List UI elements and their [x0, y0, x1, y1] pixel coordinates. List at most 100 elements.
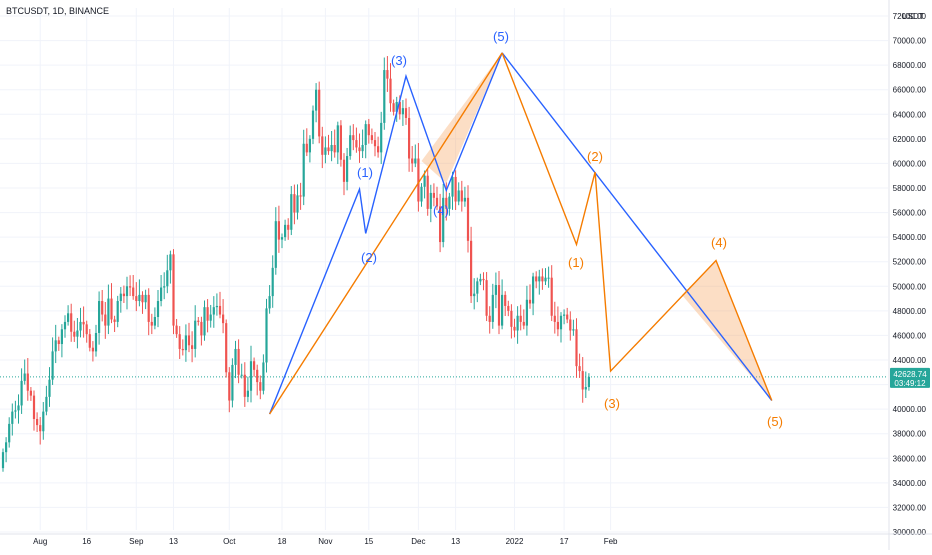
candle-body [541, 276, 544, 282]
candle-body [426, 175, 429, 209]
wave-label-orange: (4) [711, 235, 727, 250]
candle-body [451, 176, 454, 197]
candle-body [79, 321, 82, 331]
candle-body [454, 176, 457, 202]
candle-body [383, 70, 386, 123]
candle-body [346, 156, 349, 182]
candle-body [94, 332, 98, 352]
y-tick-label: 68000.00 [893, 61, 927, 70]
candle-body [479, 278, 482, 282]
candle-body [54, 340, 57, 352]
candle-body [581, 371, 584, 390]
y-tick-label: 60000.00 [893, 159, 927, 168]
candle-body [262, 362, 265, 391]
candle-body [101, 301, 104, 315]
candle-body [377, 146, 380, 153]
candle-body [488, 315, 491, 322]
wave-label-blue: (3) [391, 53, 407, 68]
y-tick-label: 66000.00 [893, 86, 927, 95]
candle-body [370, 135, 373, 141]
candle-body [237, 348, 240, 375]
x-axis: Aug 16 Sep 13 Oct 18 Nov 15 Dec 13 2022 17 Feb [33, 537, 618, 546]
candle-body [296, 195, 299, 213]
candle-body [445, 197, 448, 209]
symbol-title[interactable]: BTCUSDT, 1D, BINANCE [6, 6, 110, 16]
candle-body [525, 299, 528, 326]
candle-body [156, 301, 160, 317]
y-tick-label: 30000.00 [893, 528, 927, 537]
candle-body [373, 140, 377, 147]
x-tick-label: 17 [560, 537, 569, 546]
candle-body [209, 314, 212, 321]
candle-body [107, 298, 110, 326]
candle-body [175, 325, 178, 335]
candle-body [569, 319, 572, 331]
y-tick-label: 72000.00 [893, 12, 927, 21]
candle-body [308, 138, 311, 153]
candle-body [563, 314, 566, 316]
candle-body [20, 380, 23, 406]
candle-body [218, 305, 222, 315]
candle-body [63, 321, 67, 330]
candle-body [339, 125, 342, 160]
wave-label-orange: (3) [604, 396, 620, 411]
y-tick-label: 58000.00 [893, 184, 927, 193]
candle-body [8, 423, 11, 443]
candle-body [113, 319, 116, 322]
candle-body [32, 395, 36, 419]
candles [1, 56, 590, 472]
candle-body [535, 276, 538, 282]
candle-body [104, 314, 107, 326]
wave-label-orange: (1) [568, 255, 584, 270]
candle-body [98, 301, 101, 333]
wave-label-blue: (4) [433, 203, 449, 218]
candle-body [330, 145, 333, 152]
wave-fill-triangle [681, 260, 772, 401]
countdown-label: 03:49:12 [894, 379, 926, 388]
candle-body [327, 147, 330, 152]
candle-body [349, 135, 352, 157]
candle-body [463, 197, 466, 202]
y-tick-label: 36000.00 [893, 454, 927, 463]
candle-body [141, 294, 144, 303]
y-tick-label: 38000.00 [893, 430, 927, 439]
candle-body [439, 206, 442, 243]
orange-wave [269, 52, 773, 415]
candle-body [547, 277, 550, 279]
candle-body [473, 293, 476, 297]
candle-body [318, 89, 321, 137]
candle-body [417, 158, 420, 202]
candle-body [553, 315, 556, 322]
last-price-badge [890, 367, 930, 388]
candle-body [85, 324, 88, 335]
candle-body [364, 124, 367, 145]
blue-wave [268, 52, 773, 415]
candle-body [256, 369, 259, 383]
candle-body [501, 294, 504, 326]
candle-body [423, 175, 426, 187]
candle-body [45, 396, 48, 412]
candle-body [559, 315, 563, 330]
candle-body [293, 194, 296, 213]
y-tick-label: 46000.00 [893, 331, 927, 340]
candle-body [129, 286, 132, 288]
candle-body [184, 335, 187, 351]
candle-body [342, 159, 346, 182]
candle-body [234, 348, 237, 365]
candle-body [466, 197, 470, 241]
candle-body [119, 293, 122, 302]
x-tick-label: 13 [451, 537, 460, 546]
candle-body [246, 390, 249, 397]
candle-body [138, 294, 141, 302]
candle-body [125, 286, 129, 297]
x-tick-label: Oct [223, 537, 236, 546]
candle-body [305, 143, 308, 153]
candle-body [550, 277, 553, 316]
candle-body [36, 418, 39, 426]
candle-body [355, 140, 358, 148]
wave-label-orange: (5) [767, 414, 783, 429]
last-price-label: 42628.74 [893, 370, 927, 379]
